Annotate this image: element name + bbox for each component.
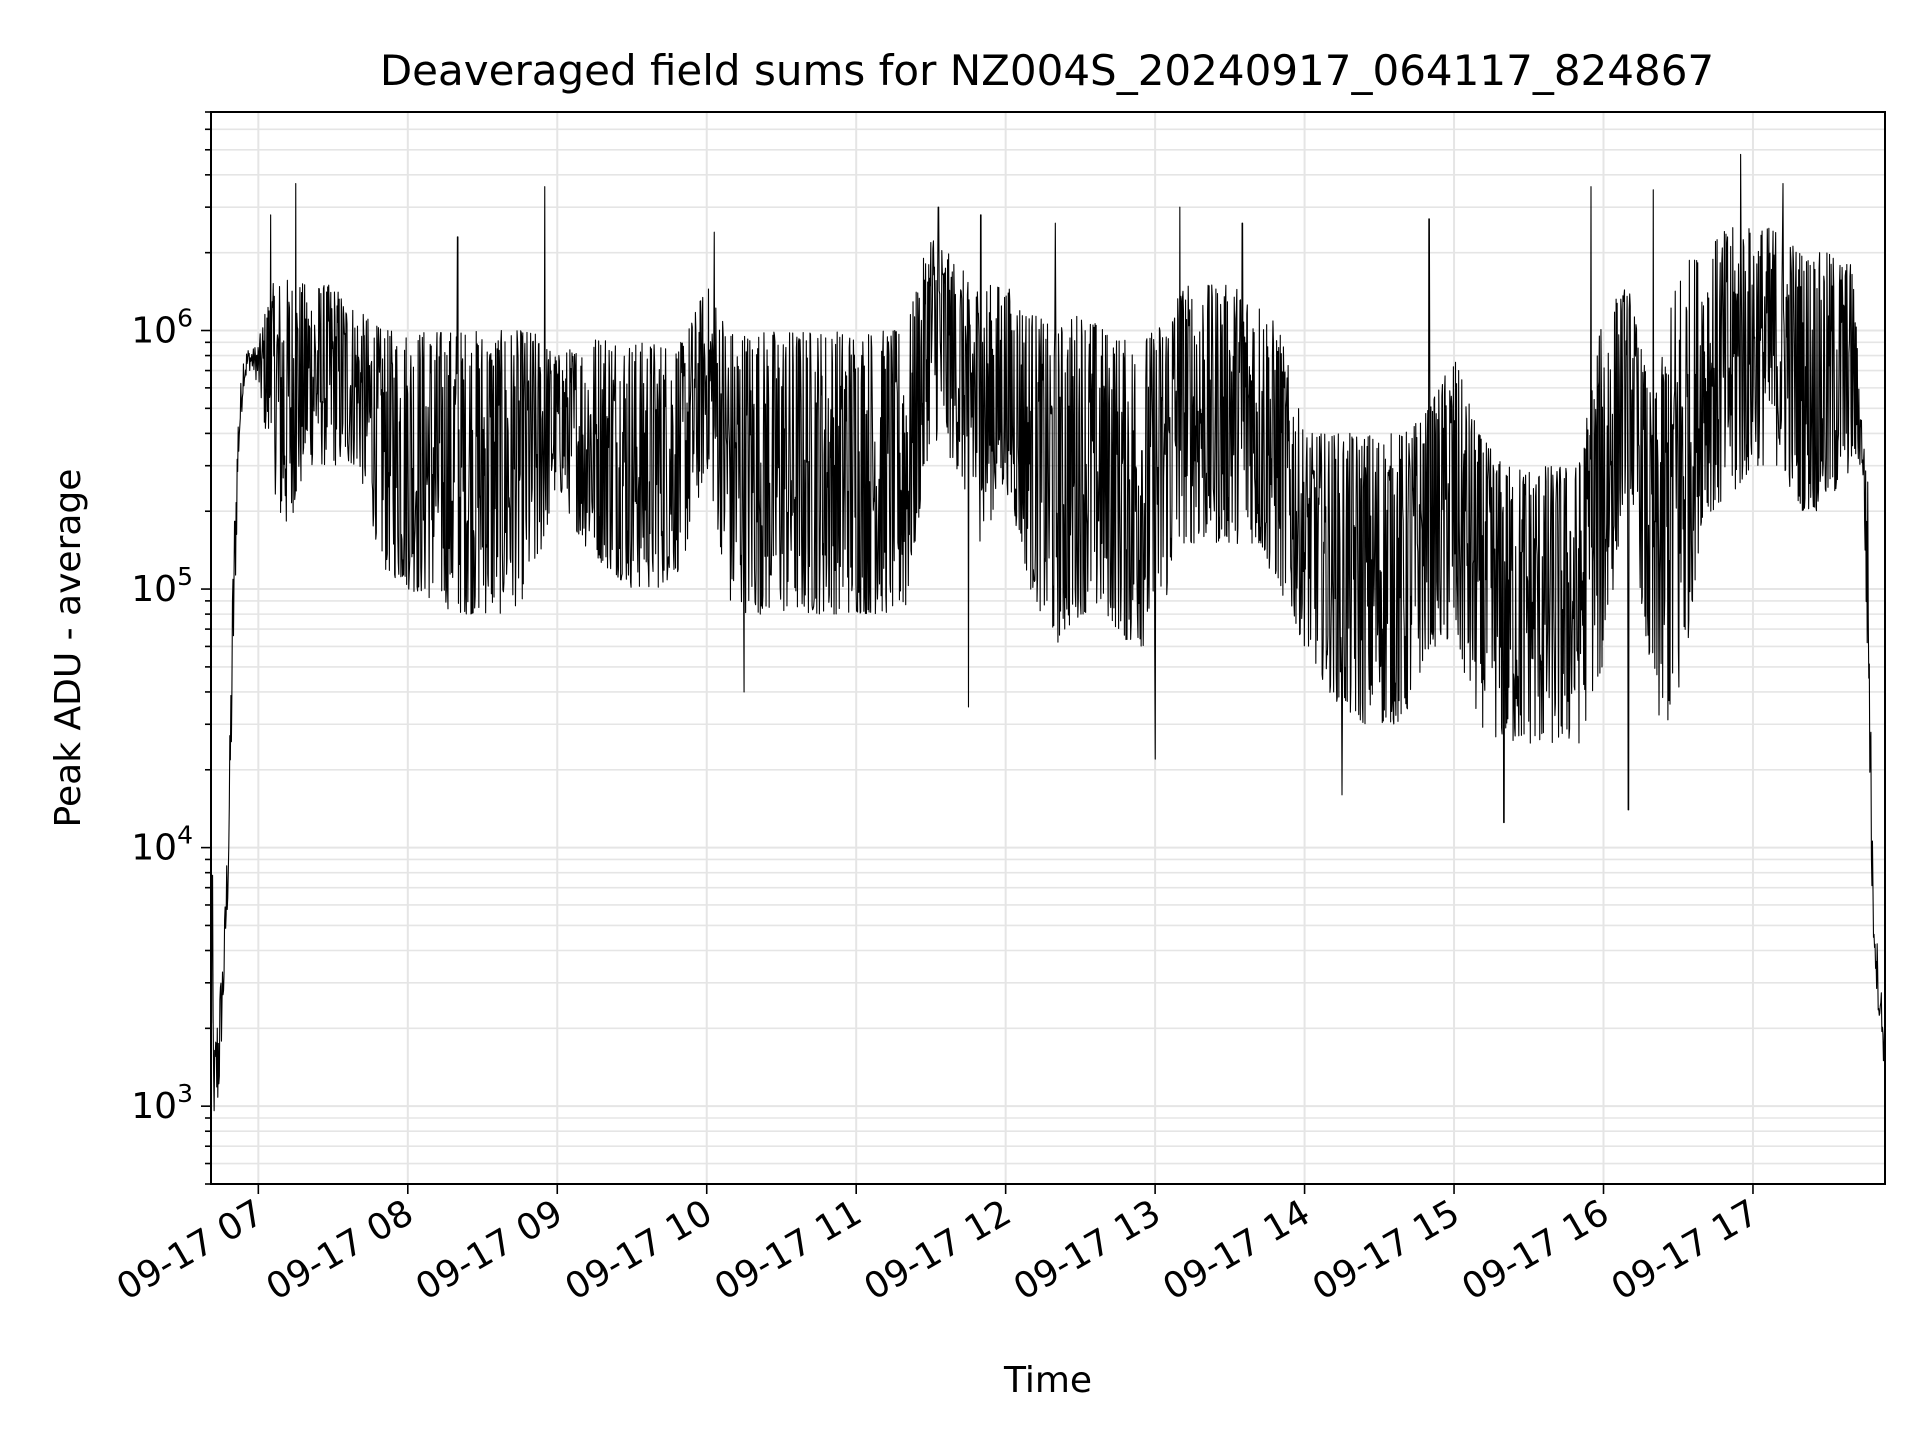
x-tick-label: 09-17 12	[857, 1192, 1018, 1308]
x-tick-label: 09-17 17	[1605, 1192, 1766, 1308]
x-tick-label: 09-17 08	[260, 1192, 421, 1308]
x-tick-label: 09-17 11	[708, 1192, 869, 1308]
y-tick-label: 105	[131, 562, 193, 610]
series-line	[210, 153, 1886, 1112]
x-tick-label: 09-17 07	[110, 1192, 271, 1308]
chart-title: Deaveraged field sums for NZ004S_2024091…	[380, 46, 1714, 95]
x-tick-label: 09-17 10	[559, 1192, 720, 1308]
plot-area	[210, 153, 1886, 1112]
x-tick-label: 09-17 14	[1156, 1192, 1317, 1308]
y-tick-label: 104	[131, 821, 193, 869]
x-tick-label: 09-17 13	[1007, 1192, 1168, 1308]
x-axis-label: Time	[1003, 1360, 1092, 1401]
plot-frame	[210, 111, 1886, 1185]
y-axis-label: Peak ADU - average	[48, 469, 89, 828]
x-tick-label: 09-17 15	[1306, 1192, 1467, 1308]
y-axis: 103 104 105 106	[131, 111, 211, 1185]
x-tick-label: 09-17 16	[1455, 1192, 1616, 1308]
y-tick-label: 106	[131, 304, 193, 352]
x-tick-label: 09-17 09	[409, 1192, 570, 1308]
y-tick-label: 103	[131, 1079, 193, 1127]
grid	[211, 111, 1885, 1185]
